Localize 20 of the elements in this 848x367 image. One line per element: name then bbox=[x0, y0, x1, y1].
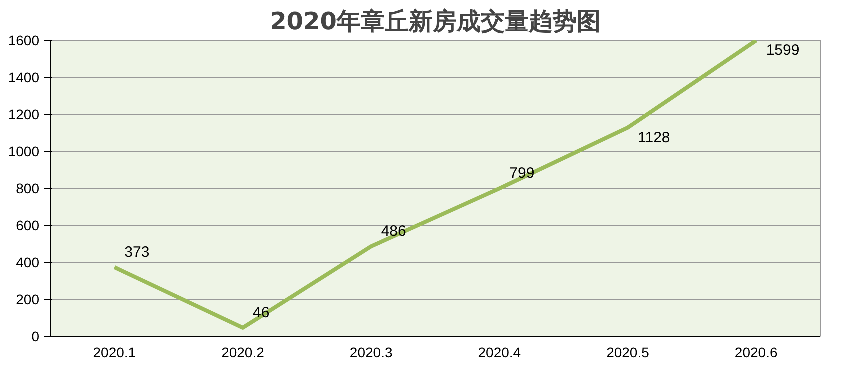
line-series bbox=[112, 40, 758, 330]
y-tick-label: 1200 bbox=[8, 106, 40, 122]
x-tick-label: 2020.6 bbox=[734, 344, 778, 360]
x-tick-label: 2020.5 bbox=[606, 344, 650, 360]
x-tick-label: 2020.4 bbox=[478, 344, 522, 360]
x-tick-label: 2020.2 bbox=[222, 344, 265, 360]
y-tick-label: 600 bbox=[16, 218, 40, 234]
data-label: 1599 bbox=[766, 42, 800, 60]
chart-title: 2020年章丘新房成交量趋势图 bbox=[270, 8, 601, 36]
data-label: 373 bbox=[124, 244, 150, 261]
x-tick-label: 2020.1 bbox=[93, 344, 136, 360]
data-label: 1128 bbox=[638, 129, 670, 146]
y-tick-label: 800 bbox=[16, 180, 40, 196]
y-tick-label: 1400 bbox=[8, 70, 40, 86]
y-tick-label: 1600 bbox=[8, 32, 40, 48]
x-tick-label: 2020.3 bbox=[350, 344, 393, 360]
y-tick-label: 200 bbox=[16, 292, 40, 308]
y-tick-label: 400 bbox=[16, 254, 40, 270]
y-tick-label: 0 bbox=[32, 328, 40, 344]
y-tick-label: 1000 bbox=[8, 144, 40, 160]
